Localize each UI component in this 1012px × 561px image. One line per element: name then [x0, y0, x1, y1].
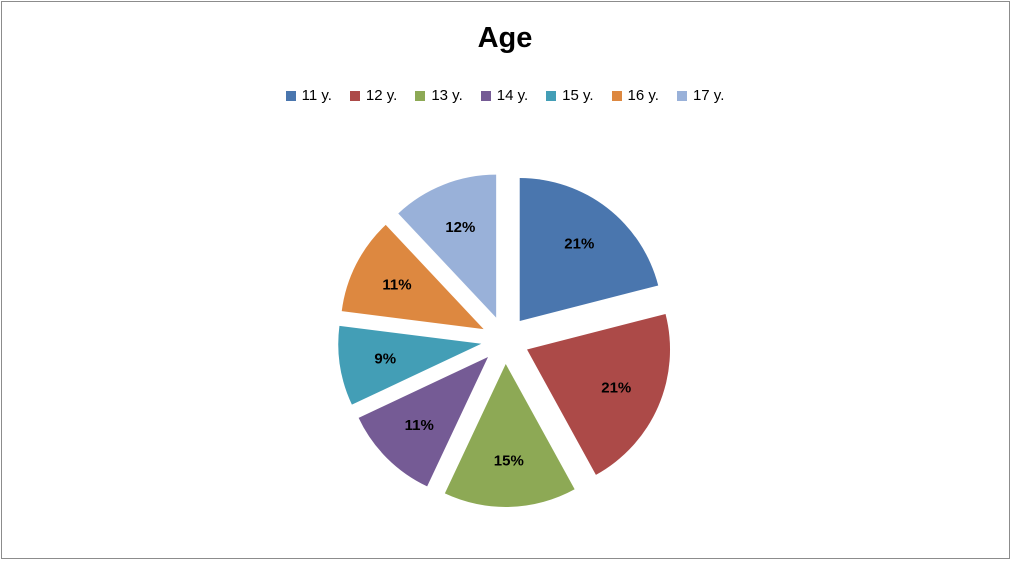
- legend-swatch: [415, 90, 426, 101]
- pie-slice-14y: [358, 356, 489, 487]
- pie-slice-15y: [338, 325, 482, 405]
- legend-label: 15 y.: [562, 87, 594, 104]
- pie-slice-17y: [398, 174, 497, 318]
- pie-slice-11y: [519, 178, 659, 322]
- legend-item-11y: 11 y.: [285, 87, 332, 104]
- slice-data-label: 21%: [564, 236, 594, 253]
- legend-item-14y: 14 y.: [480, 87, 529, 104]
- legend-item-15y: 15 y.: [546, 87, 594, 104]
- legend-swatch: [676, 90, 687, 101]
- pie-slice-12y: [527, 313, 671, 475]
- slice-data-label: 15%: [494, 453, 524, 470]
- legend-label: 12 y.: [365, 87, 398, 104]
- legend-swatch: [546, 90, 557, 101]
- legend-label: 16 y.: [627, 87, 659, 104]
- pie-slice-13y: [444, 363, 575, 507]
- legend-item-17y: 17 y.: [676, 87, 725, 104]
- slice-data-label: 12%: [445, 219, 475, 236]
- slice-data-label: 11%: [382, 276, 411, 293]
- legend-label: 17 y.: [692, 87, 725, 104]
- chart-legend: 11 y. 12 y. 13 y. 14 y. 15 y. 16 y. 17 y…: [0, 87, 1010, 104]
- legend-swatch: [349, 90, 360, 101]
- chart-title: Age: [477, 22, 533, 54]
- legend-label: 14 y.: [496, 87, 529, 104]
- legend-swatch: [480, 90, 491, 101]
- slice-data-label: 11%: [405, 417, 434, 434]
- legend-swatch: [285, 90, 296, 101]
- legend-swatch: [611, 90, 622, 101]
- pie-slice-16y: [341, 224, 484, 330]
- legend-item-16y: 16 y.: [611, 87, 659, 104]
- legend-label: 13 y.: [431, 87, 463, 104]
- legend-item-13y: 13 y.: [415, 87, 463, 104]
- legend-label: 11 y.: [301, 87, 332, 104]
- slice-data-label: 9%: [374, 350, 396, 367]
- slice-data-label: 21%: [601, 380, 631, 397]
- legend-item-12y: 12 y.: [349, 87, 398, 104]
